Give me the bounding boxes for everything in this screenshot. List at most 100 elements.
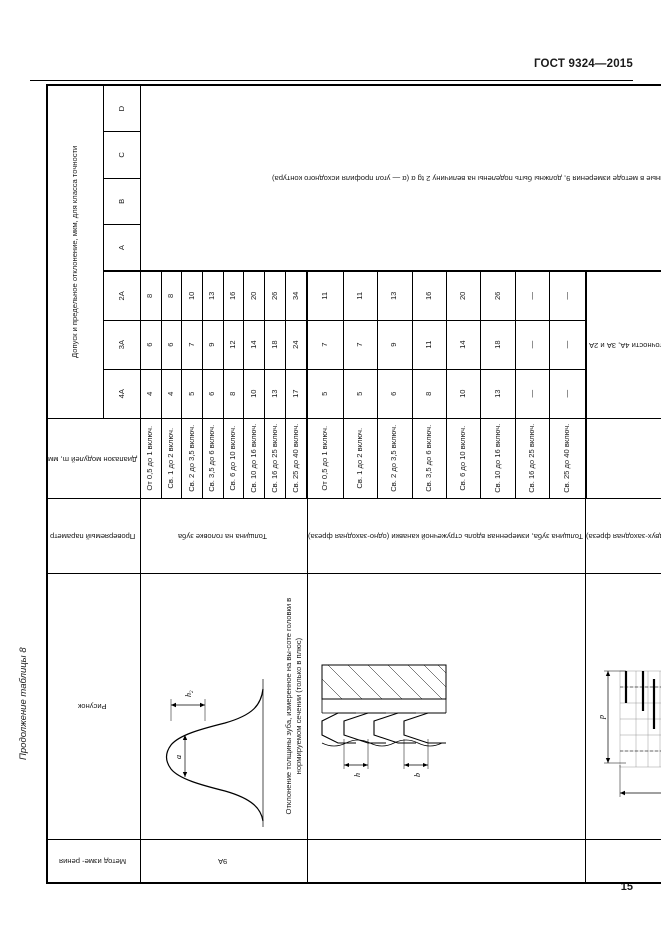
range-cell: Св. 3,5 до 6 включ. [202, 418, 224, 499]
range-cell: Св. 10 до 16 включ. [480, 418, 516, 499]
value-2a: 10 [181, 271, 203, 321]
value-2a: 13 [377, 271, 412, 321]
method-cell-empty [307, 839, 586, 883]
figure-cell-single-flute: b h [307, 573, 586, 840]
value-3a: 14 [243, 320, 265, 370]
tooth-profile-figure: a h2 [165, 678, 264, 827]
range-cell: Св. 2 до 3,5 включ. [377, 418, 412, 499]
value-2a: 20 [446, 271, 481, 321]
value-2a: 8 [161, 271, 182, 321]
range-cell: Св. 25 до 40 включ. [549, 418, 586, 499]
header-rule [30, 80, 633, 81]
value-4a: 6 [202, 369, 224, 419]
range-cell: Св. 10 до 16 включ. [243, 418, 265, 499]
value-4a: 8 [223, 369, 244, 419]
header-class-4a: 4А [103, 369, 141, 419]
figure-cell-9v: p c Отклонение между максимальной и мини… [585, 573, 661, 840]
value-2a: 20 [243, 271, 265, 321]
header-class-b: В [103, 178, 141, 225]
value-2a: 34 [285, 271, 308, 321]
figure-label-b: b [413, 773, 422, 777]
parameter-cell-9a: Толщина на головке зуба [140, 498, 308, 574]
value-3a: 18 [264, 320, 286, 370]
value-4a: 4 [140, 369, 162, 419]
header-class-2a: 2А [103, 271, 141, 321]
figure-label-a: a [174, 755, 183, 759]
range-cell: Св. 16 до 25 включ. [264, 418, 286, 499]
value-2a: 11 [343, 271, 378, 321]
value-3a: 6 [161, 320, 182, 370]
value-4a: 8 [412, 369, 447, 419]
header-class-a: А [103, 224, 141, 272]
standard-number: ГОСТ 9324—2015 [533, 58, 633, 70]
header-tolerance-group: Допуск и предельное отклонение, мкм, для… [47, 85, 104, 419]
range-cell: Св. 1 до 2 включ. [161, 418, 182, 499]
value-3a: 14 [446, 320, 481, 370]
value-2a: — [549, 271, 586, 321]
value-2a: 26 [480, 271, 516, 321]
value-3a: 12 [223, 320, 244, 370]
value-3a: — [515, 320, 550, 370]
header-parameter: Проверяемый параметр [47, 498, 141, 574]
hob-teeth-section-figure: b h [321, 664, 447, 777]
value-3a: 7 [181, 320, 203, 370]
parameter-cell-two-flute: Толщина зуба, измеренная вдоль стружечно… [585, 498, 661, 574]
range-cell: Св. 16 до 25 включ. [515, 418, 550, 499]
range-cell: Св. 25 до 40 включ. [285, 418, 308, 499]
figure-caption-9a: Отклонение толщины зуба, измеренное на в… [283, 597, 303, 815]
value-3a: 9 [377, 320, 412, 370]
value-2a: 16 [223, 271, 244, 321]
value-4a: 5 [307, 369, 344, 419]
figure-label-h: h [353, 773, 362, 777]
value-3a: 7 [307, 320, 344, 370]
value-4a: 10 [243, 369, 265, 419]
rotated-table-container: Метод изме- рения Рисунок Проверяемый па… [46, 84, 661, 884]
header-module-range: Диапазон модулей m, мм [47, 418, 141, 499]
value-4a: 5 [343, 369, 378, 419]
value-2a: 13 [202, 271, 224, 321]
value-4a: 4 [161, 369, 182, 419]
value-2a: 16 [412, 271, 447, 321]
value-4a: — [515, 369, 550, 419]
value-3a: — [549, 320, 586, 370]
value-4a: 17 [285, 369, 308, 419]
header-class-3a: 3А [103, 320, 141, 370]
figure-label-p: p [597, 715, 606, 720]
note-cell-9v: Метод измерения 9В применяется только дл… [585, 271, 661, 419]
figure-cell-9a: a h2 Отклонение толщины зуба, измеренное… [140, 573, 308, 840]
range-cell: От 0,5 до 1 включ. [307, 418, 344, 499]
method-cell-9a: 9А [140, 839, 308, 883]
value-3a: 6 [140, 320, 162, 370]
range-cell: Св. 1 до 2 включ. [343, 418, 378, 499]
parameter-cell-single-flute: Толщина зуба, измеренная вдоль стружечно… [307, 498, 586, 574]
value-2a: 8 [140, 271, 162, 321]
header-class-c: С [103, 131, 141, 179]
range-cell: Св. 6 до 10 включ. [446, 418, 481, 499]
range-cell: Св. 3,5 до 6 включ. [412, 418, 447, 499]
value-2a: 26 [264, 271, 286, 321]
figure-label-h2: h2 [184, 690, 195, 697]
range-cell: Св. 2 до 3,5 включ. [181, 418, 203, 499]
value-4a: 13 [264, 369, 286, 419]
tolerance-table: Метод изме- рения Рисунок Проверяемый па… [46, 84, 661, 884]
value-4a: 6 [377, 369, 412, 419]
value-3a: 11 [412, 320, 447, 370]
note-cell-top: Отклонения, указанные в методе измерения… [140, 85, 661, 272]
header-method: Метод изме- рения [47, 839, 141, 883]
value-3a: 18 [480, 320, 516, 370]
value-2a: 11 [307, 271, 344, 321]
header-figure: Рисунок [47, 573, 141, 840]
value-2a: — [515, 271, 550, 321]
value-3a: 7 [343, 320, 378, 370]
method-cell-9v: 9В [585, 839, 661, 883]
value-4a: 13 [480, 369, 516, 419]
value-3a: 9 [202, 320, 224, 370]
page-number: 15 [620, 881, 633, 893]
value-4a: — [549, 369, 586, 419]
flute-grid-figure: p c [597, 670, 661, 797]
range-cell: От 0,5 до 1 включ. [140, 418, 162, 499]
value-4a: 5 [181, 369, 203, 419]
range-cell: Св. 6 до 10 включ. [223, 418, 244, 499]
value-4a: 10 [446, 369, 481, 419]
